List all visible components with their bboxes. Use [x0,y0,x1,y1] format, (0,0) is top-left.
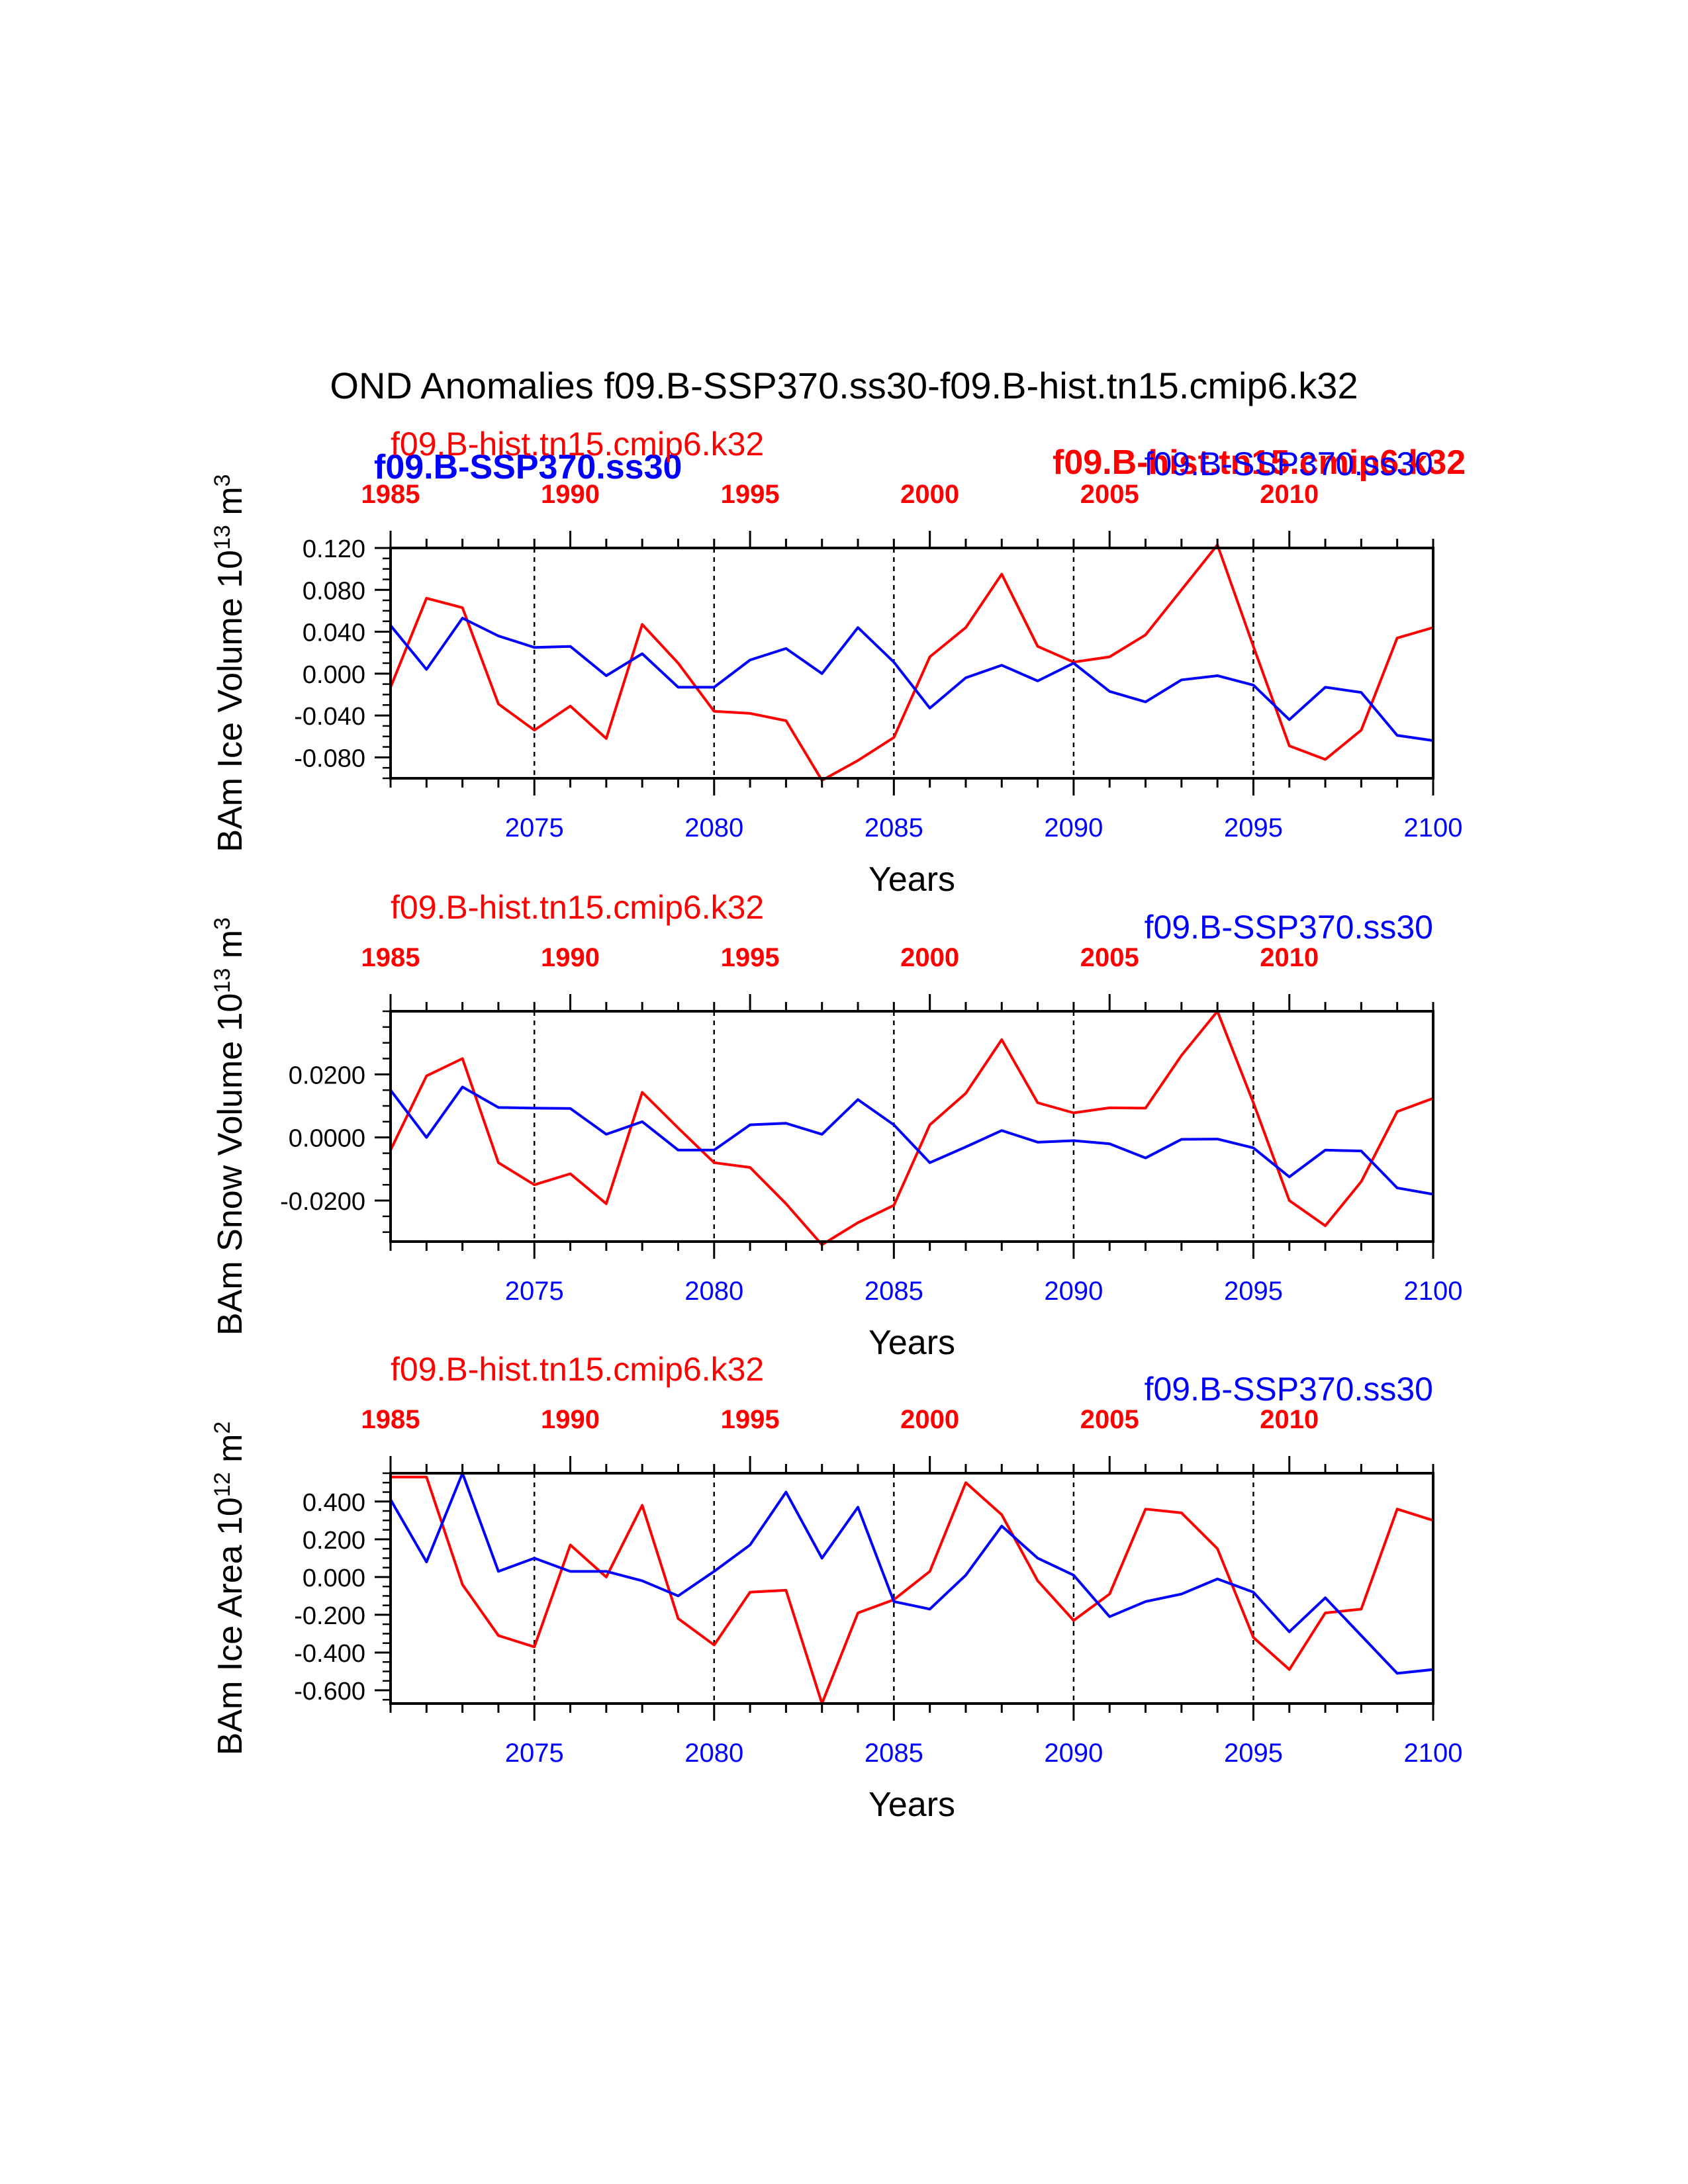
x-top-tick-label: 2010 [1260,943,1319,972]
x-top-tick-label: 1985 [361,943,420,972]
x-bottom-tick-label: 2090 [1044,1277,1103,1306]
y-tick-label: -0.600 [294,1678,365,1706]
x-top-tick-label: 2000 [900,943,959,972]
x-bottom-tick-label: 2100 [1404,813,1463,842]
x-bottom-tick-label: 2080 [684,1739,743,1768]
plot-frame [389,1010,1434,1243]
x-top-tick-label: 2000 [900,1405,959,1434]
y-axis-title-part: 13 [210,525,235,550]
x-bottom-tick-label: 2095 [1224,813,1283,842]
panel-2: 0.0200 0.0000 -0.0200 2075 2080 2085 2090 2095 2… [210,889,1462,1362]
x-top-tick-label: 1995 [721,1405,780,1434]
y-axis-title-part: 3 [210,474,235,486]
x-bottom-tick-label: 2100 [1404,1739,1463,1768]
x-top-tick-label: 2005 [1080,1405,1139,1434]
x-bottom-tick-label: 2090 [1044,813,1103,842]
y-axis-title: BAm Snow Volume 1013 m3 [210,917,250,1336]
series-line-ssp [389,1472,1434,1675]
figure-title: OND Anomalies f09.B-SSP370.ss30-f09.B-hi… [330,365,1358,406]
x-bottom-tick-label: 2095 [1224,1739,1283,1768]
y-axis-title-part: BAm Ice Area 10 [211,1497,250,1755]
series-line-ssp [389,616,1434,743]
panel-3: 0.400 0.200 0.000 -0.200 -0.400 -0.600 2075 208… [210,1351,1462,1824]
plot-frame [389,547,1434,780]
y-axis-title-part: BAm Ice Volume 10 [211,550,250,852]
x-top-tick-label: 2000 [900,480,959,509]
bold-label-ssp: f09.B-SSP370.ss30 [374,448,682,486]
x-top-tick-label: 2005 [1080,480,1139,509]
y-axis-title-part: m [211,930,250,968]
top-left-series-label: f09.B-hist.tn15.cmip6.k32 [391,426,764,463]
y-tick-label: 0.400 [303,1489,365,1517]
y-axis-title-part: BAm Snow Volume 10 [211,993,250,1336]
x-top-tick-label: 1985 [361,480,420,509]
x-top-tick-label: 1990 [541,1405,600,1434]
x-top-tick-label: 1990 [541,943,600,972]
y-tick-label: 0.200 [303,1527,365,1555]
y-tick-label: 0.000 [303,661,365,689]
y-axis-title-part: 2 [210,1422,235,1434]
x-bottom-tick-label: 2075 [505,813,564,842]
y-tick-label: -0.040 [294,703,365,731]
y-tick-label: -0.400 [294,1640,365,1668]
x-axis-title: Years [868,1324,955,1362]
x-bottom-tick-label: 2080 [684,1277,743,1306]
series-line-ssp [389,1085,1434,1196]
series-line-hist [389,543,1434,782]
x-axis-title: Years [868,1786,955,1824]
x-bottom-tick-label: 2085 [865,1277,923,1306]
x-bottom-tick-label: 2075 [505,1277,564,1306]
y-axis-title-part: 3 [210,917,235,930]
y-axis-title: BAm Ice Volume 1013 m3 [210,474,250,852]
y-tick-label: 0.0200 [289,1062,365,1089]
plot-frame [389,1472,1434,1705]
x-top-tick-label: 1990 [541,480,600,509]
x-bottom-tick-label: 2095 [1224,1277,1283,1306]
y-axis-title: BAm Ice Area 1012 m2 [210,1422,250,1756]
y-tick-label: -0.080 [294,745,365,772]
y-tick-label: -0.200 [294,1602,365,1630]
top-left-series-label: f09.B-hist.tn15.cmip6.k32 [391,1351,764,1388]
x-bottom-tick-label: 2085 [865,813,923,842]
y-axis-title-part: 12 [210,1472,235,1497]
x-bottom-tick-label: 2075 [505,1739,564,1768]
x-bottom-tick-label: 2090 [1044,1739,1103,1768]
series-line-hist [391,1475,1434,1705]
panel-1: 0.120 0.080 0.040 0.000 -0.040 -0.080 2075 2080… [210,426,1462,899]
x-top-tick-label: 1995 [721,480,780,509]
x-bottom-tick-label: 2080 [684,813,743,842]
x-axis-title: Years [868,860,955,899]
x-top-tick-label: 2010 [1260,1405,1319,1434]
y-tick-label: 0.000 [303,1565,365,1592]
series-line-hist [389,1010,1434,1246]
top-right-series-label: f09.B-SSP370.ss30 [1145,1371,1433,1408]
top-left-series-label: f09.B-hist.tn15.cmip6.k32 [391,889,764,926]
y-tick-label: 0.0000 [289,1125,365,1153]
x-top-tick-label: 1985 [361,1405,420,1434]
x-top-tick-label: 2010 [1260,480,1319,509]
y-tick-label: 0.120 [303,535,365,563]
y-tick-label: -0.0200 [280,1188,365,1216]
y-tick-label: 0.040 [303,619,365,647]
bold-label-hist: f09.B-hist.tn15.cmip6.k32 [1053,443,1466,482]
y-tick-label: 0.080 [303,577,365,605]
panels: 0.120 0.080 0.040 0.000 -0.040 -0.080 2075 2080… [210,426,1462,1824]
x-bottom-tick-label: 2085 [865,1739,923,1768]
x-bottom-tick-label: 2100 [1404,1277,1463,1306]
x-top-tick-label: 1995 [721,943,780,972]
y-axis-title-part: m [211,1434,250,1473]
top-right-series-label: f09.B-SSP370.ss30 [1145,909,1433,946]
x-top-tick-label: 2005 [1080,943,1139,972]
y-axis-title-part: 13 [210,968,235,993]
top-right-series-label: f09.B-SSP370.ss30 [1145,445,1433,482]
y-axis-title-part: m [211,486,250,525]
